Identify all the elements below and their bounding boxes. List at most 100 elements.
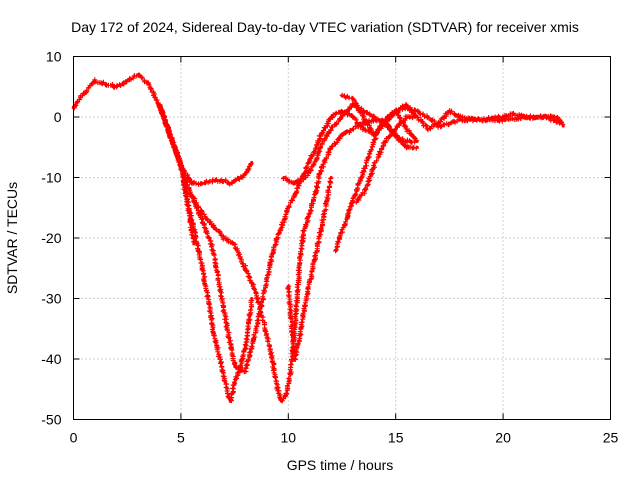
data-point: [523, 115, 527, 119]
data-point: [447, 109, 451, 113]
data-point: [544, 115, 548, 119]
data-point: [190, 182, 194, 186]
data-point: [254, 327, 258, 331]
data-point: [104, 82, 108, 86]
data-point: [426, 115, 430, 119]
data-point: [426, 127, 430, 131]
data-point: [222, 375, 226, 379]
x-tick-label: 15: [388, 430, 404, 446]
data-point: [329, 127, 333, 131]
data-point: [301, 230, 305, 234]
data-point: [239, 369, 243, 373]
data-point: [82, 91, 86, 95]
data-point: [265, 333, 269, 337]
series-pass-d: [157, 102, 377, 375]
data-point: [243, 345, 247, 349]
data-point: [250, 160, 254, 164]
data-point: [276, 236, 280, 240]
data-point: [192, 242, 196, 246]
data-point: [222, 236, 226, 240]
data-point: [243, 369, 247, 373]
data-point: [293, 194, 297, 198]
data-point: [93, 79, 97, 83]
data-point: [211, 224, 215, 228]
data-point: [351, 200, 355, 204]
data-point: [361, 121, 365, 125]
data-point: [480, 118, 484, 122]
data-point: [383, 121, 387, 125]
data-point: [394, 109, 398, 113]
data-point: [342, 224, 346, 228]
data-point: [136, 73, 140, 77]
data-point: [437, 124, 441, 128]
data-point: [319, 230, 323, 234]
data-point: [233, 179, 237, 183]
data-point: [372, 115, 376, 119]
data-point: [233, 363, 237, 367]
data-point: [282, 176, 286, 179]
data-point: [114, 85, 118, 89]
data-point: [458, 118, 462, 122]
data-point: [228, 182, 232, 186]
x-tick-label: 20: [495, 430, 511, 446]
data-point: [555, 115, 559, 119]
series-pass-k: [383, 104, 566, 130]
y-tick-label: -20: [41, 230, 61, 246]
data-point: [286, 179, 290, 183]
data-point: [284, 393, 288, 397]
data-point: [394, 133, 398, 137]
data-point: [297, 339, 301, 343]
data-point: [394, 127, 398, 131]
y-tick-label: 10: [46, 49, 62, 65]
data-point: [404, 139, 408, 143]
data-point: [228, 399, 232, 403]
data-point: [351, 115, 355, 119]
data-point: [190, 194, 194, 198]
series-markers: [189, 117, 419, 404]
data-point: [179, 163, 183, 167]
data-point: [314, 157, 318, 161]
data-point: [301, 315, 305, 319]
data-point: [271, 363, 275, 367]
data-point: [308, 157, 312, 161]
data-point: [286, 284, 290, 288]
data-point: [282, 218, 286, 222]
data-point: [415, 145, 419, 149]
data-point: [415, 115, 419, 119]
data-point: [233, 381, 237, 385]
data-point: [254, 290, 258, 294]
data-point: [243, 172, 247, 176]
data-point: [271, 248, 275, 252]
data-point: [125, 79, 129, 83]
data-point: [561, 124, 565, 128]
data-point: [329, 145, 333, 149]
series-layer: [71, 72, 566, 404]
data-point: [308, 169, 312, 173]
data-point: [211, 179, 215, 183]
data-point: [250, 297, 254, 300]
data-point: [404, 106, 408, 110]
data-point: [340, 115, 344, 119]
x-tick-label: 5: [177, 430, 185, 446]
data-point: [314, 145, 318, 149]
data-point: [286, 206, 290, 210]
data-point: [351, 97, 355, 101]
data-point: [293, 182, 297, 186]
data-point: [297, 179, 301, 183]
data-point: [404, 145, 408, 149]
data-point: [200, 266, 204, 270]
data-point: [404, 127, 408, 131]
data-point: [447, 121, 451, 125]
data-point: [351, 127, 355, 131]
data-point: [200, 212, 204, 216]
data-point: [312, 260, 316, 264]
data-point: [200, 182, 204, 186]
data-point: [404, 115, 408, 119]
data-point: [361, 127, 365, 131]
y-axis-label: SDTVAR / TECUs: [4, 182, 20, 294]
data-point: [340, 94, 344, 98]
data-point: [222, 309, 226, 313]
data-point: [314, 188, 318, 192]
data-point: [250, 345, 254, 349]
